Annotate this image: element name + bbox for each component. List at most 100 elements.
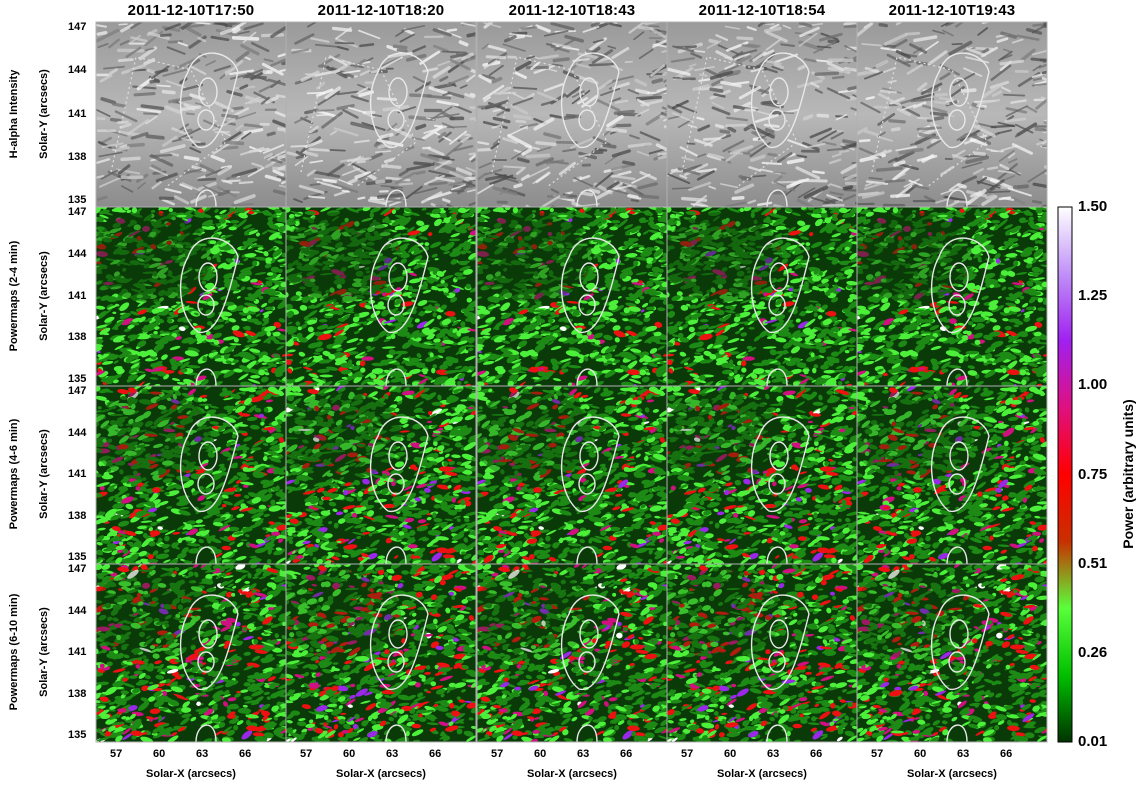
fibril-streak <box>385 176 411 182</box>
power-speckle <box>278 268 283 273</box>
fibril-streak <box>515 60 532 72</box>
fibril-streak <box>1014 123 1034 134</box>
fibril-streak <box>470 157 476 163</box>
power-speckle <box>233 368 243 373</box>
fibril-streak <box>651 78 664 84</box>
fibril-streak <box>752 174 767 178</box>
power-speckle <box>353 330 360 335</box>
contour-inner <box>769 262 789 292</box>
power-speckle <box>660 264 667 268</box>
fibril-streak <box>591 46 601 55</box>
power-speckle <box>628 378 642 384</box>
power-speckle <box>383 229 393 233</box>
power-speckle <box>273 240 284 245</box>
fibril-streak <box>231 168 258 178</box>
fibril-streak <box>809 127 832 139</box>
power-speckle <box>518 278 525 283</box>
power-speckle <box>494 247 504 255</box>
power-speckle <box>452 328 458 334</box>
power-speckle <box>334 254 345 263</box>
power-speckle <box>623 224 634 230</box>
power-speckle <box>158 289 167 297</box>
power-speckle <box>784 207 793 213</box>
power-speckle <box>678 382 689 386</box>
fibril-streak <box>1012 184 1029 190</box>
power-speckle <box>527 350 539 357</box>
power-speckle <box>260 376 269 383</box>
fibril-streak <box>338 178 353 186</box>
power-speckle <box>153 343 165 352</box>
power-speckle <box>670 214 680 219</box>
power-speckle <box>477 343 485 347</box>
power-speckle <box>440 270 447 276</box>
power-speckle <box>601 295 609 300</box>
fibril-streak <box>96 24 108 28</box>
power-speckle <box>823 339 836 345</box>
fibril-streak <box>240 43 260 56</box>
power-speckle <box>523 325 533 333</box>
fibril-streak <box>183 168 202 175</box>
power-speckle <box>135 211 141 215</box>
power-speckle <box>816 283 827 287</box>
fibril-streak <box>380 56 403 70</box>
power-speckle <box>318 237 332 243</box>
contour-outer <box>750 52 810 148</box>
power-speckle <box>264 365 273 370</box>
power-speckle <box>724 305 736 309</box>
fibril-streak <box>309 183 321 186</box>
fibril-streak <box>321 111 343 129</box>
fibril-streak <box>667 173 691 185</box>
power-speckle <box>455 346 467 356</box>
fibril-streak <box>634 78 648 87</box>
fibril-streak <box>722 201 747 207</box>
fibril-streak <box>977 98 1001 105</box>
power-speckle <box>846 273 853 279</box>
power-speckle <box>628 318 640 323</box>
power-speckle <box>393 353 403 360</box>
power-speckle <box>168 325 179 331</box>
power-speckle <box>679 351 687 357</box>
power-speckle <box>596 222 603 227</box>
fibril-streak <box>879 89 898 94</box>
power-speckle <box>659 268 664 273</box>
fibril-streak <box>921 104 948 114</box>
power-speckle <box>703 350 712 357</box>
power-speckle <box>454 272 463 277</box>
power-speckle <box>247 378 261 384</box>
power-speckle <box>332 344 342 349</box>
fibril-streak <box>952 149 966 158</box>
fibril-streak <box>502 43 526 52</box>
panel-r1-c0 <box>96 207 286 386</box>
fibril-streak <box>382 104 410 112</box>
power-speckle <box>735 351 747 358</box>
power-speckle <box>552 242 557 249</box>
power-speckle <box>516 366 530 371</box>
power-speckle <box>715 329 725 337</box>
power-speckle <box>647 282 653 287</box>
power-speckle <box>158 297 165 302</box>
low-power-region <box>477 212 592 302</box>
power-speckle <box>126 209 132 214</box>
power-speckle <box>841 250 848 255</box>
power-speckle <box>514 314 525 319</box>
power-speckle <box>486 234 493 238</box>
power-speckle <box>825 228 833 234</box>
power-speckle <box>646 381 658 386</box>
fibril-streak <box>333 62 352 74</box>
power-speckle <box>458 345 467 351</box>
fibril-streak <box>570 137 593 149</box>
power-speckle <box>209 240 217 245</box>
power-speckle <box>828 247 835 251</box>
power-speckle <box>286 207 291 213</box>
power-speckle <box>417 242 424 247</box>
power-speckle <box>800 340 814 348</box>
fibril-streak <box>477 183 494 195</box>
fibril-streak <box>648 148 666 155</box>
power-speckle <box>642 230 649 235</box>
power-speckle <box>194 228 205 234</box>
fibril-streak <box>341 167 360 176</box>
fibril-streak <box>489 174 514 186</box>
fibril-streak <box>541 195 561 207</box>
power-speckle <box>535 326 541 330</box>
